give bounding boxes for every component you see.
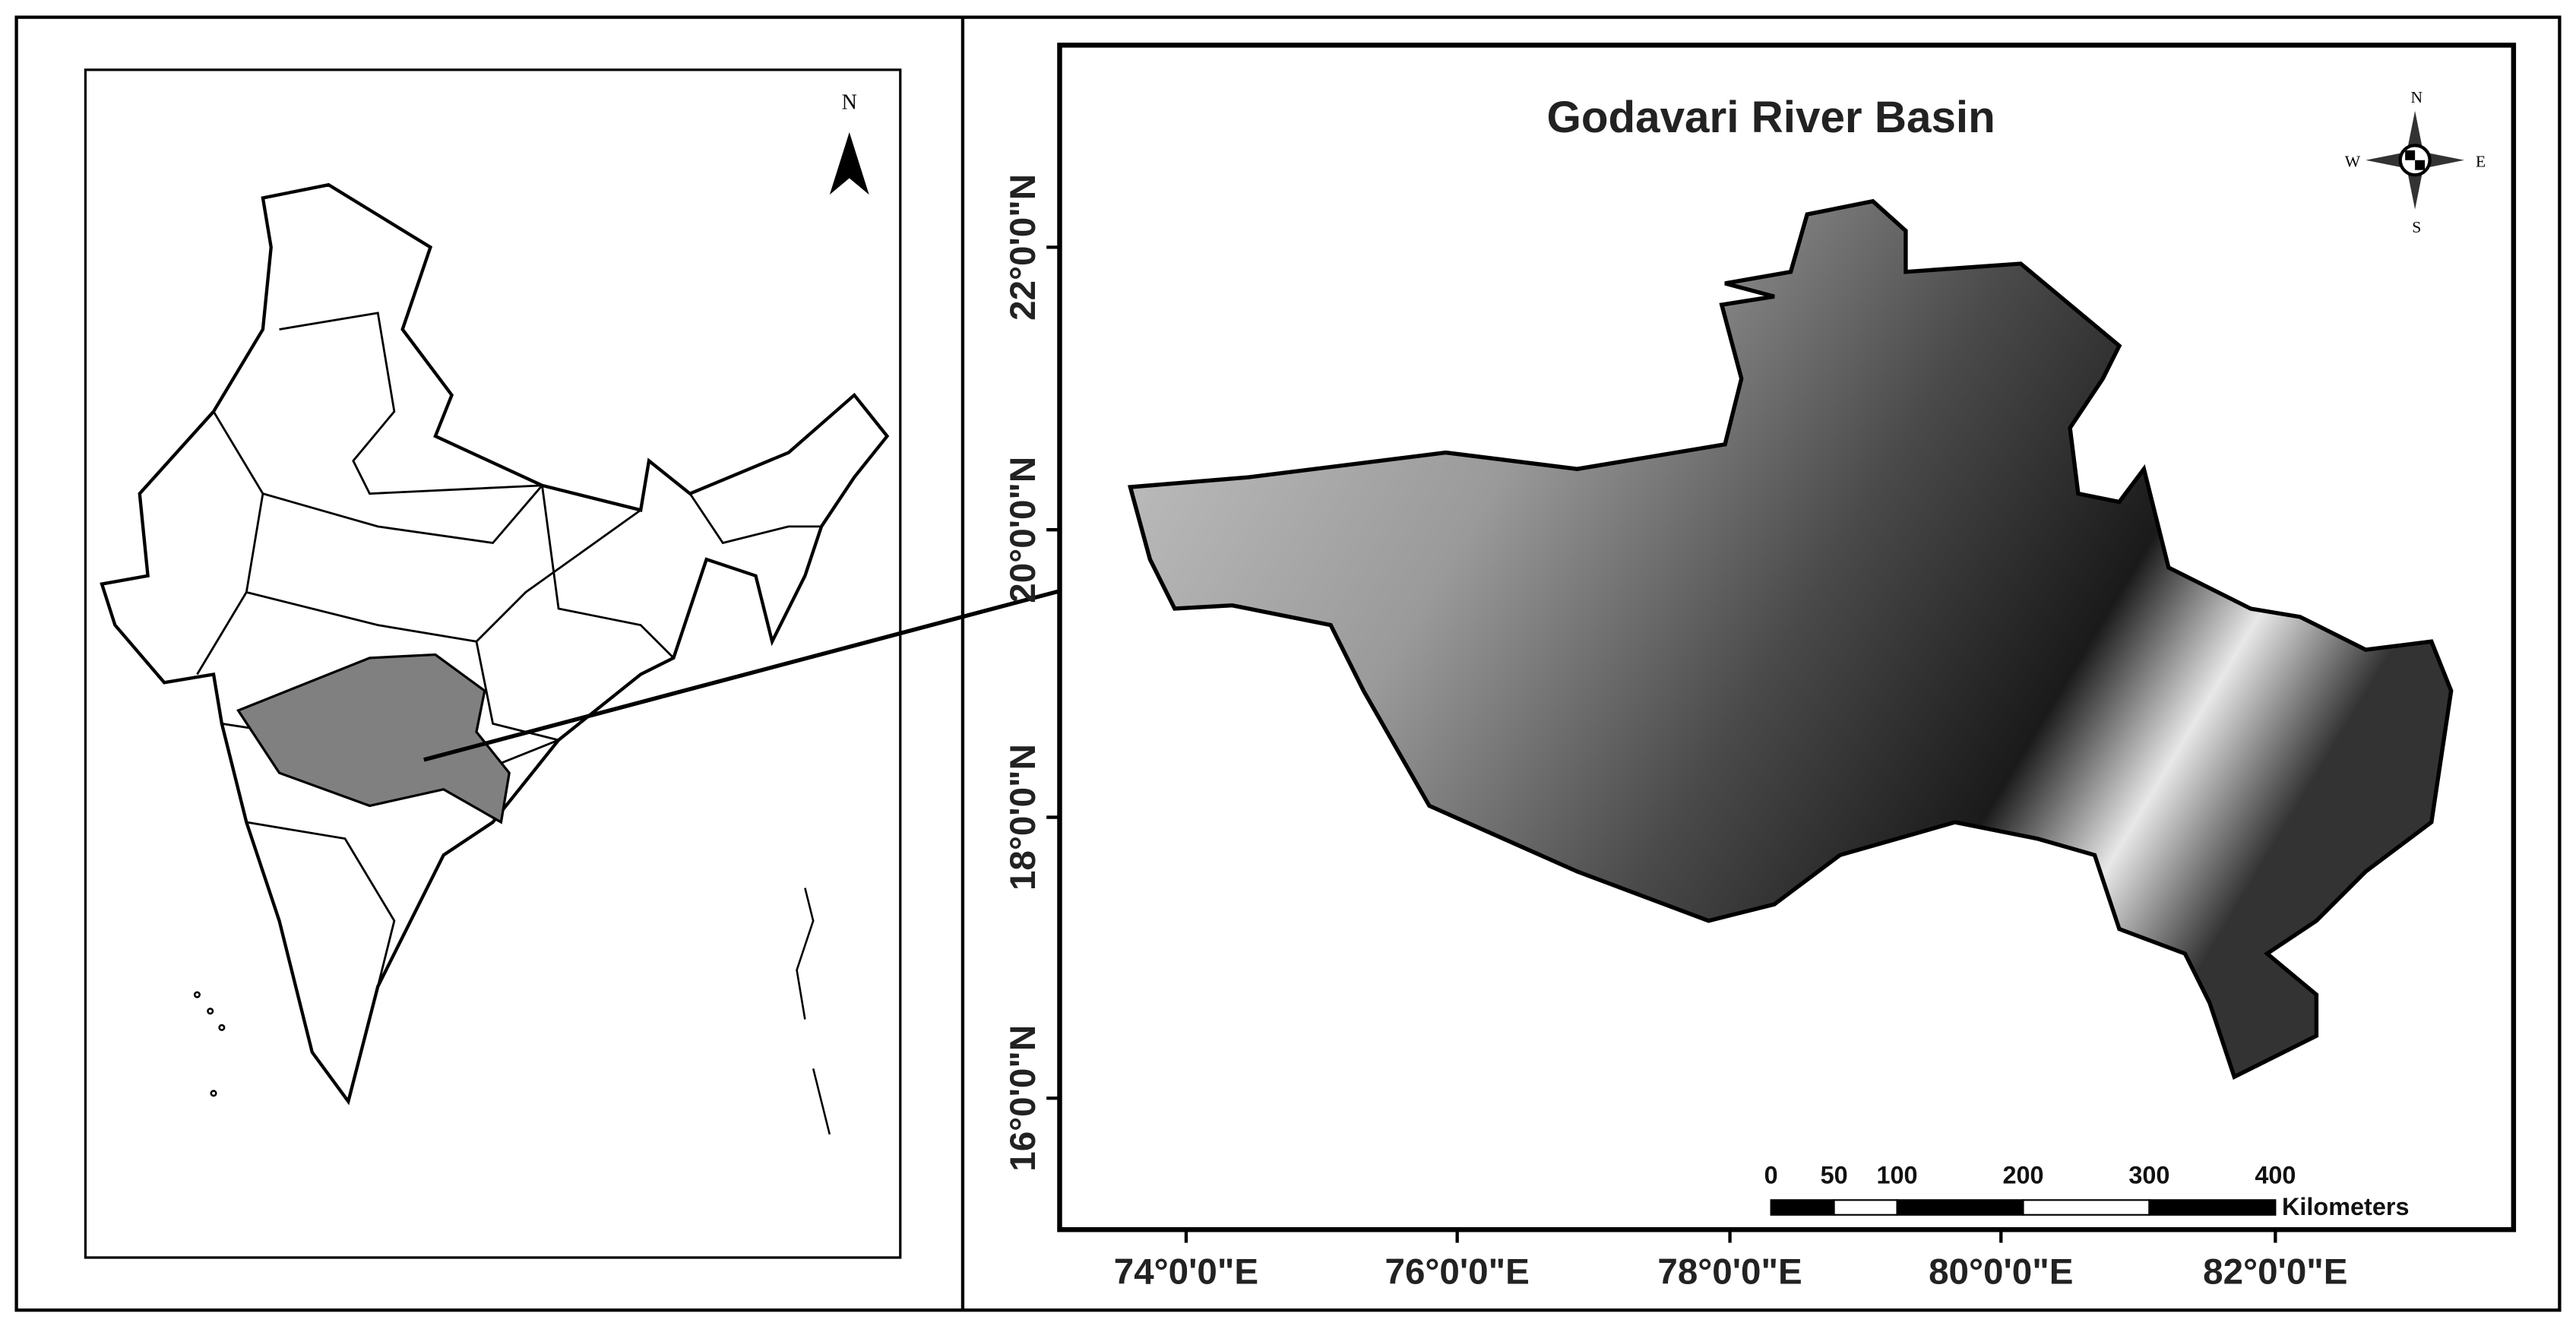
state-borders [196, 312, 821, 987]
compass-e: E [2476, 152, 2486, 170]
scale-segment [2148, 1199, 2277, 1216]
lat-label: 18°0'0"N [1003, 744, 1043, 891]
lon-label: 82°0'0"E [2203, 1252, 2347, 1293]
scale-label: 200 [2002, 1162, 2043, 1189]
india-outline [100, 182, 890, 1106]
scale-segment [1896, 1199, 2024, 1216]
scale-label: 50 [1821, 1162, 1848, 1189]
scale-label: 100 [1877, 1162, 1918, 1189]
graticule-and-scale: 22°0'0"N 20°0'0"N 18°0'0"N 16°0'0"N 74°0'0"E… [1003, 174, 2409, 1293]
godavari-basin [1127, 198, 2454, 1080]
lat-label: 16°0'0"N [1003, 1025, 1043, 1172]
islands [193, 888, 831, 1135]
lon-label: 76°0'0"E [1385, 1252, 1530, 1293]
lat-label: 22°0'0"N [1003, 174, 1043, 321]
lon-label: 78°0'0"E [1657, 1252, 1802, 1293]
lat-label: 20°0'0"N [1003, 457, 1043, 603]
compass-w: W [2345, 152, 2361, 170]
scale-unit: Kilometers [2282, 1193, 2410, 1220]
scale-label: 0 [1764, 1162, 1778, 1189]
lon-label: 80°0'0"E [1929, 1252, 2073, 1293]
scale-segment [1770, 1199, 1835, 1216]
scale-segment [1833, 1199, 1898, 1216]
compass-n: N [2410, 88, 2423, 106]
compass-rose: N S E W [2345, 88, 2486, 236]
scale-label: 400 [2255, 1162, 2296, 1189]
pointer-arrow [423, 569, 1142, 762]
compass-s: S [2412, 218, 2421, 236]
lon-label: 74°0'0"E [1114, 1252, 1258, 1293]
scale-segment [2022, 1199, 2150, 1216]
north-arrow [829, 132, 869, 195]
scale-label: 300 [2128, 1162, 2169, 1189]
basin-highlight [236, 653, 511, 824]
north-label: N [842, 91, 857, 115]
map-title: Godavari River Basin [1546, 93, 1995, 142]
